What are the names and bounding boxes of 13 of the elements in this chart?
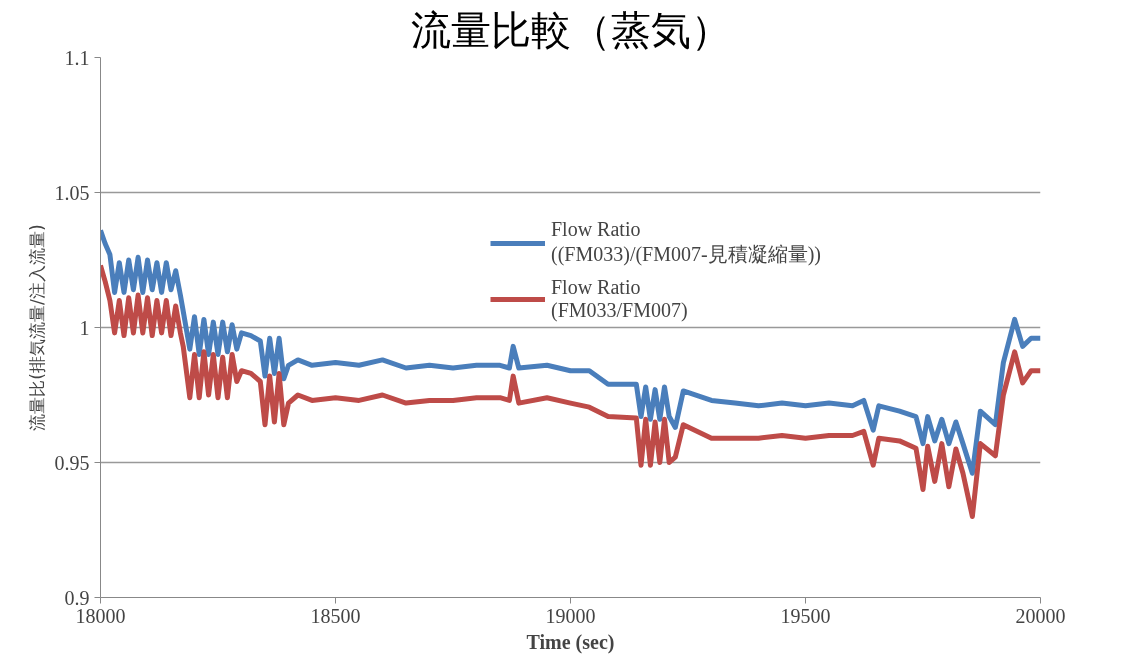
x-tick-label: 20000 <box>1015 604 1066 627</box>
x-tick-label: 18500 <box>310 604 361 627</box>
x-tick-label: 19500 <box>780 604 831 627</box>
y-tick-label: 0.95 <box>54 451 90 474</box>
y-tick-label: 1.05 <box>54 181 90 204</box>
chart-title: 流量比較（蒸気） <box>410 7 731 53</box>
legend-label: Flow Ratio (FM033/FM007) <box>551 276 688 322</box>
x-axis-title: Time (sec) <box>526 630 615 654</box>
legend-label: Flow Ratio ((FM033)/(FM007-見積凝縮量)) <box>551 218 821 268</box>
y-tick-label: 1 <box>79 316 90 339</box>
x-tick-label: 19000 <box>545 604 596 627</box>
y-tick-label: 1.1 <box>64 46 90 69</box>
y-axis-title: 流量比(排気流量/注入流量) <box>26 224 47 431</box>
